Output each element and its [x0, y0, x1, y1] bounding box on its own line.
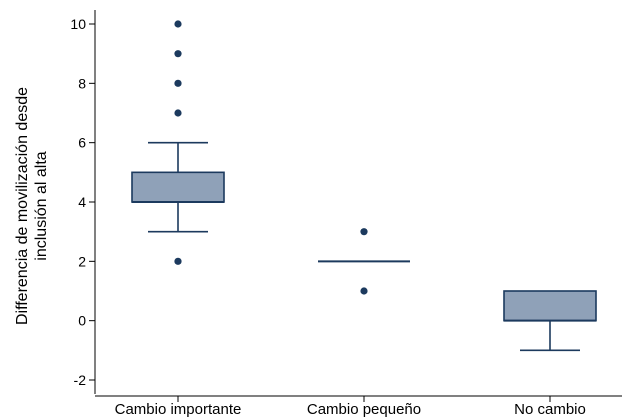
- outlier-point: [174, 79, 182, 87]
- box-iqr: [503, 290, 597, 322]
- y-tick-label: 2: [78, 253, 86, 269]
- y-tick-label: 6: [78, 135, 86, 151]
- box-group: [503, 290, 597, 352]
- y-tick-label: 8: [78, 75, 86, 91]
- y-tick-label: 4: [78, 194, 86, 210]
- y-axis: -2 0 2 4 6 8 10: [70, 10, 96, 394]
- x-tick-label: Cambio pequeño: [307, 401, 421, 418]
- x-axis: Cambio importante Cambio pequeño No cambio: [95, 395, 622, 418]
- y-axis-title-line: inclusión al alta: [33, 151, 50, 261]
- outlier-point: [360, 287, 368, 295]
- y-tick-label: 0: [78, 313, 86, 329]
- y-axis-title-text: Differencia de movilización desde inclusi…: [14, 87, 50, 325]
- x-tick-label: No cambio: [514, 401, 586, 418]
- y-axis-title: Differencia de movilización desde inclusi…: [14, 87, 50, 325]
- y-tick-label: -2: [74, 372, 87, 388]
- box-group: [318, 228, 410, 295]
- plot-area: [131, 20, 597, 352]
- outlier-point: [360, 228, 368, 236]
- outlier-point: [174, 20, 182, 28]
- y-axis-title-line: Differencia de movilización desde: [14, 87, 31, 325]
- x-tick-label: Cambio importante: [115, 401, 242, 418]
- box-iqr: [131, 171, 225, 203]
- outlier-point: [174, 50, 182, 58]
- box-group: [131, 20, 225, 265]
- y-tick-label: 10: [70, 16, 86, 32]
- outlier-point: [174, 257, 182, 265]
- outlier-point: [174, 109, 182, 117]
